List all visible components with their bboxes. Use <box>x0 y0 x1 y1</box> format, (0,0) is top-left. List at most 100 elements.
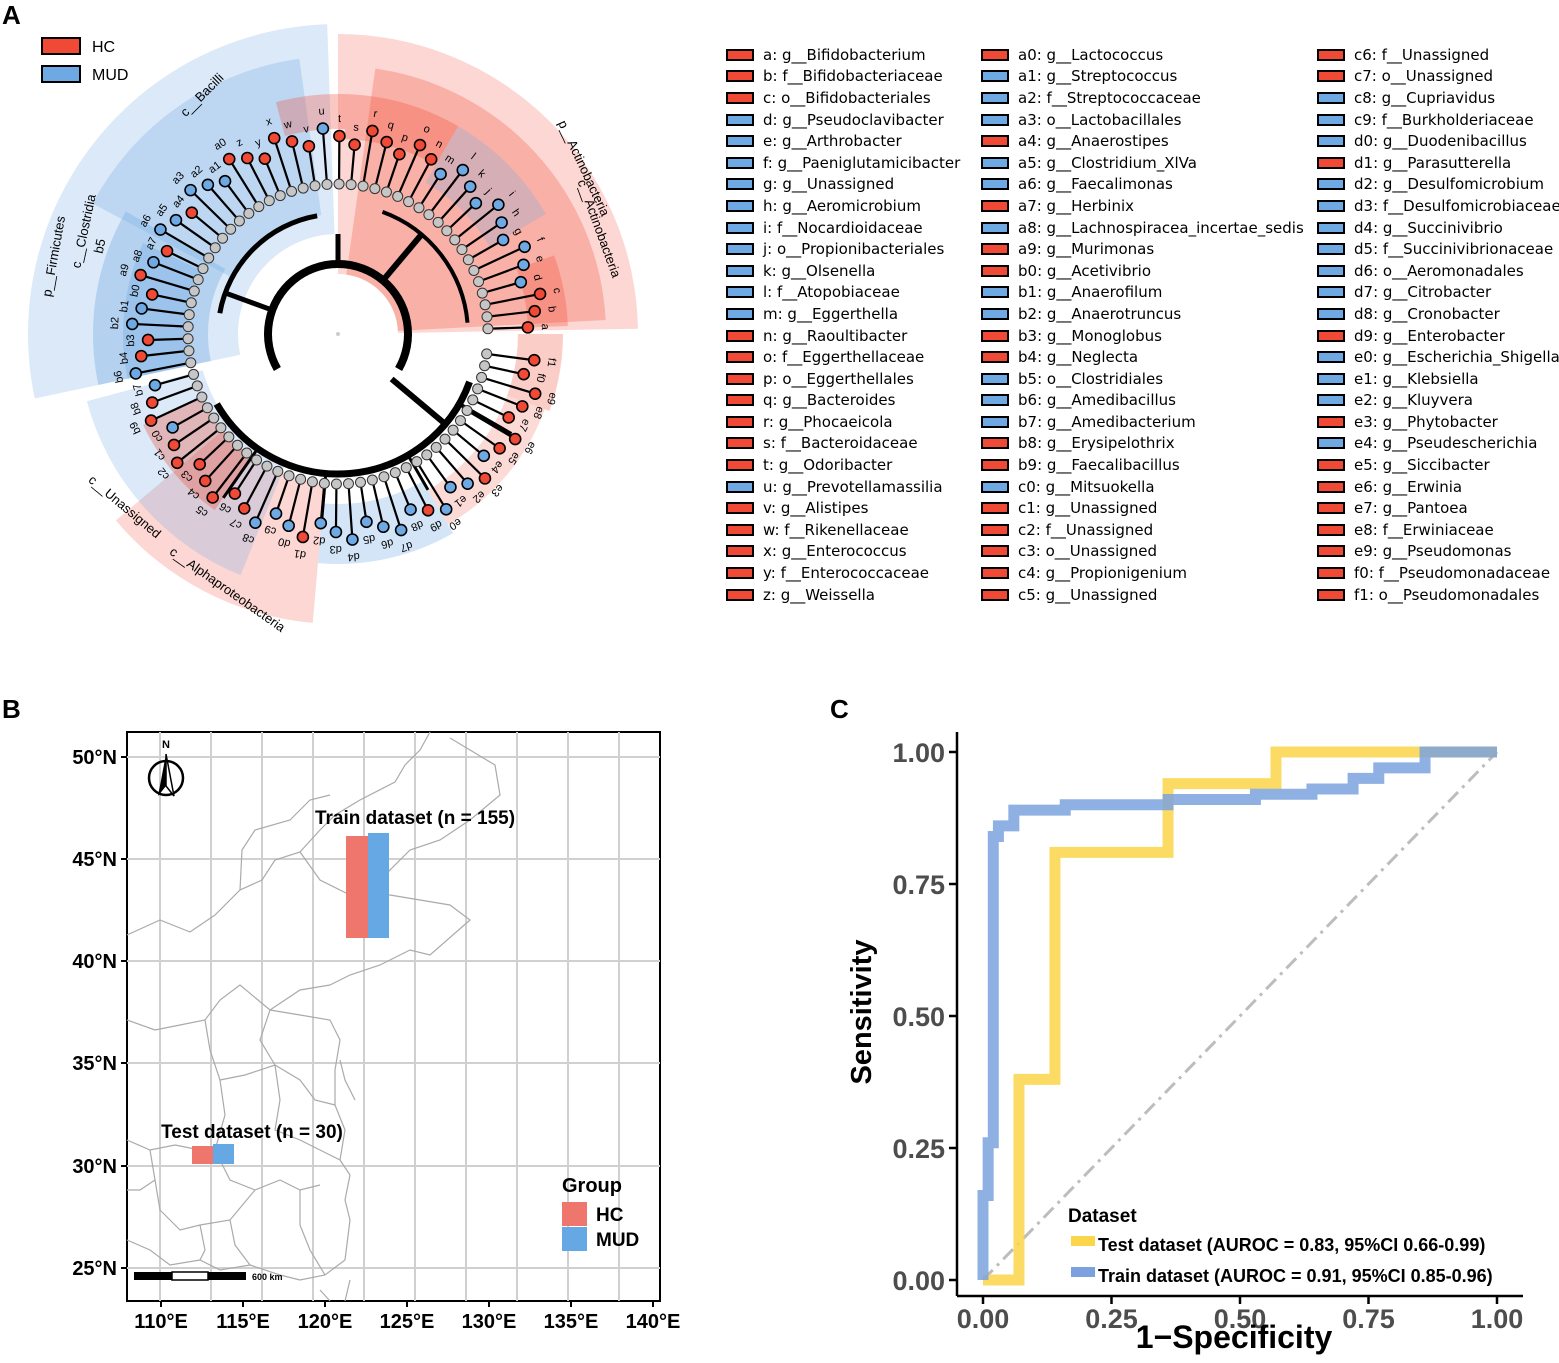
tip-label: s <box>353 122 360 134</box>
taxa-legend-swatch <box>1317 199 1345 212</box>
internal-node <box>263 195 275 207</box>
tip-node <box>533 287 547 301</box>
tip-label: t <box>338 113 341 125</box>
tip-label: c5 <box>194 503 211 520</box>
tip-label: c7 <box>228 515 244 531</box>
taxa-legend-swatch <box>981 588 1009 601</box>
map-lon-label: 140°E <box>626 1311 681 1333</box>
taxa-legend-label: e0: g__Escherichia_Shigella <box>1354 348 1559 367</box>
taxa-legend-label: b: f__Bifidobacteriaceae <box>763 67 943 86</box>
tip-node <box>348 138 361 152</box>
tip-label: d7 <box>399 539 414 554</box>
tip-branch <box>233 459 258 495</box>
roc-y-tick-label: 0.00 <box>892 1266 945 1296</box>
taxa-legend-swatch <box>981 545 1009 558</box>
taxa-legend-label: a7: g__Herbinix <box>1018 196 1134 215</box>
taxa-legend-label: d3: f__Desulfomicrobiaceae <box>1354 196 1559 215</box>
taxa-legend-swatch <box>981 243 1009 256</box>
tip-node <box>329 525 343 539</box>
internal-node <box>476 371 488 383</box>
clade-shade <box>275 94 347 136</box>
tip-node <box>360 515 373 529</box>
taxa-legend-label: b6: g__Amedibacillus <box>1018 391 1176 410</box>
taxa-legend-item: a5: g__Clostridium_XlVa <box>981 152 1304 174</box>
tip-branch <box>301 481 314 538</box>
taxa-legend-item: c4: g__Propionigenium <box>981 562 1304 584</box>
test-mud-bar <box>213 1144 234 1164</box>
roc-legend-test-label: Test dataset (AUROC = 0.83, 95%CI 0.66-0… <box>1098 1235 1485 1255</box>
taxa-legend-item: b1: g__Anaerofilum <box>981 282 1304 304</box>
tip-branch <box>176 426 222 464</box>
internal-node <box>479 299 491 311</box>
tip-node <box>421 504 435 517</box>
taxa-legend-item: n: g__Raoultibacter <box>726 325 960 347</box>
taxa-legend-item: x: g__Enterococcus <box>726 541 960 563</box>
taxa-legend-label: b5: o__Clostridiales <box>1018 369 1164 388</box>
internal-node <box>223 431 235 443</box>
taxa-legend-label: b7: g__Amedibacterium <box>1018 412 1196 431</box>
internal-node <box>209 242 221 254</box>
tip-node <box>222 152 236 166</box>
tip-label: z <box>234 136 244 149</box>
taxa-legend-item: d4: g__Succinivibrio <box>1317 217 1559 239</box>
internal-node <box>183 345 195 357</box>
taxa-legend-label: e2: g__Kluyvera <box>1354 391 1473 410</box>
tip-label: x <box>264 115 273 128</box>
tip-node <box>134 349 148 363</box>
internal-node <box>439 433 451 445</box>
internal-node <box>283 470 295 482</box>
taxa-legend-label: p: o__Eggerthellales <box>763 369 914 388</box>
internal-node <box>309 180 321 192</box>
roc-y-tick-label: 1.00 <box>892 738 945 768</box>
map-legend-hc-label: HC <box>596 1205 624 1226</box>
taxa-legend-item: a1: g__Streptococcus <box>981 66 1304 88</box>
internal-node <box>413 202 425 214</box>
taxa-legend-item: f0: f__Pseudomonadaceae <box>1317 562 1559 584</box>
internal-node <box>182 333 194 345</box>
tip-node <box>302 139 316 153</box>
tip-node <box>316 122 330 135</box>
taxa-legend-swatch <box>726 545 754 558</box>
tip-node <box>201 178 215 192</box>
taxa-legend-item: e8: f__Erwiniaceae <box>1317 519 1559 541</box>
tip-label: a0 <box>212 136 229 153</box>
tip-label: b1 <box>118 299 131 313</box>
tip-branch <box>159 228 210 259</box>
internal-node <box>380 186 392 198</box>
tip-label: n <box>434 138 445 151</box>
taxa-legend-label: d9: g__Enterobacter <box>1354 326 1505 345</box>
taxa-legend-item: a7: g__Herbinix <box>981 195 1304 217</box>
roc-diagonal <box>981 750 1499 1282</box>
tip-node <box>269 507 283 520</box>
taxa-legend-item: b: f__Bifidobacteriaceae <box>726 66 960 88</box>
taxa-legend-item: p: o__Eggerthellales <box>726 368 960 390</box>
taxa-legend-item: b5: o__Clostridiales <box>981 368 1304 390</box>
tip-node <box>218 174 232 188</box>
tip-node <box>477 449 491 463</box>
map-lon-label: 115°E <box>216 1311 270 1333</box>
taxa-legend-swatch <box>1317 243 1345 256</box>
tip-branch <box>150 396 203 422</box>
taxa-legend-swatch <box>981 480 1009 493</box>
tip-label: d8 <box>409 517 425 533</box>
map-panel: N Train dataset (n = 155) Test dataset (… <box>72 731 681 1333</box>
taxa-legend-swatch <box>1317 91 1345 104</box>
roc-chart: 0.00 0.25 0.50 0.75 1.00 0.00 0.25 0.50 0.75 1.00… <box>846 732 1523 1355</box>
taxa-legend-swatch <box>981 459 1009 472</box>
tip-label: b7 <box>131 382 146 397</box>
taxa-legend-item: z: g__Weissella <box>726 584 960 606</box>
internal-node <box>481 348 493 360</box>
tip-label: d4 <box>347 550 360 563</box>
map-legend-title: Group <box>562 1175 622 1197</box>
scale-bar <box>134 1271 246 1281</box>
taxa-legend-swatch <box>1317 545 1345 558</box>
taxa-legend-label: a4: g__Anaerostipes <box>1018 132 1169 151</box>
taxa-legend-label: q: g__Bacteroides <box>763 391 896 410</box>
internal-node <box>449 234 461 246</box>
internal-node <box>197 263 209 275</box>
tip-node <box>492 198 505 211</box>
taxa-legend-item: f: g__Paeniglutamicibacter <box>726 152 960 174</box>
taxa-legend-label: w: f__Rikenellaceae <box>763 520 909 539</box>
test-hc-bar <box>192 1146 213 1164</box>
taxa-legend-swatch <box>1317 480 1345 493</box>
